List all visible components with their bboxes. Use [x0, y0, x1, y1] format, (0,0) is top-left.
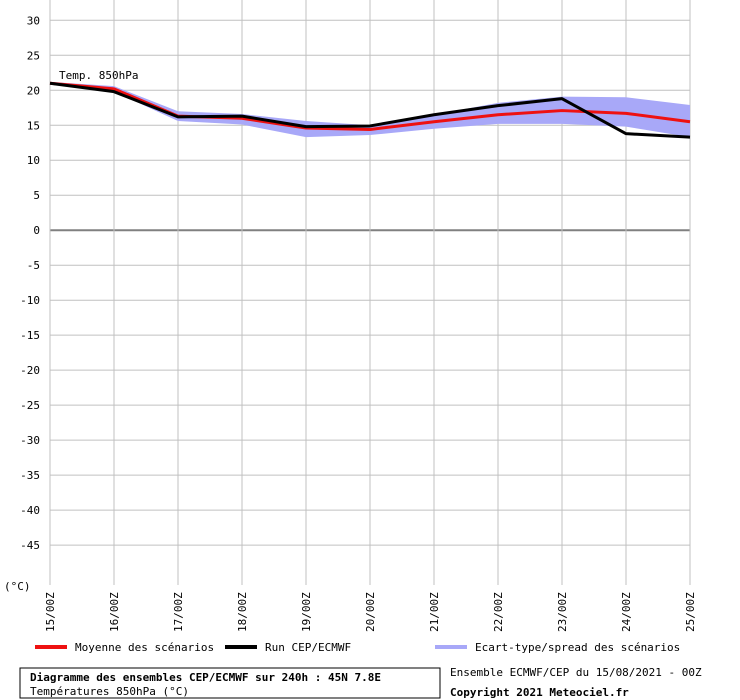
y-tick-label: 30 [27, 14, 40, 27]
x-tick-label: 23/00Z [556, 592, 569, 632]
y-axis-label: (°C) [4, 580, 31, 593]
footer-copyright: Copyright 2021 Meteociel.fr [450, 686, 629, 699]
x-tick-label: 22/00Z [492, 592, 505, 632]
y-tick-label: 25 [27, 49, 40, 62]
legend-label: Run CEP/ECMWF [265, 641, 351, 654]
y-tick-label: -30 [20, 434, 40, 447]
footer-subtitle: Températures 850hPa (°C) [30, 685, 189, 698]
x-tick-label: 15/00Z [44, 592, 57, 632]
x-tick-label: 18/00Z [236, 592, 249, 632]
x-tick-label: 24/00Z [620, 592, 633, 632]
footer-box [19, 667, 441, 699]
y-tick-label: -20 [20, 364, 40, 377]
y-tick-label: -15 [20, 329, 40, 342]
y-tick-label: 5 [33, 189, 40, 202]
y-tick-label: -10 [20, 294, 40, 307]
y-tick-label: 10 [27, 154, 40, 167]
x-tick-label: 21/00Z [428, 592, 441, 632]
spread-band [50, 81, 690, 138]
y-tick-label: -40 [20, 504, 40, 517]
series-line [49, 81, 691, 139]
x-tick-label: 25/00Z [684, 592, 697, 632]
footer-run: Ensemble ECMWF/CEP du 15/08/2021 - 00Z [450, 666, 702, 679]
legend-label: Ecart-type/spread des scénarios [475, 641, 680, 654]
y-tick-label: 0 [33, 224, 40, 237]
y-tick-label: -25 [20, 399, 40, 412]
x-tick-label: 20/00Z [364, 592, 377, 632]
y-tick-label: 15 [27, 119, 40, 132]
x-tick-label: 17/00Z [172, 592, 185, 632]
y-tick-label: 20 [27, 84, 40, 97]
y-tick-label: -35 [20, 469, 40, 482]
footer-title: Diagramme des ensembles CEP/ECMWF sur 24… [30, 671, 381, 684]
x-tick-label: 19/00Z [300, 592, 313, 632]
legend-label: Moyenne des scénarios [75, 641, 214, 654]
y-tick-label: -5 [27, 259, 40, 272]
annotation: Temp. 850hPa [59, 69, 138, 82]
y-tick-label: -45 [20, 539, 40, 552]
x-tick-label: 16/00Z [108, 592, 121, 632]
